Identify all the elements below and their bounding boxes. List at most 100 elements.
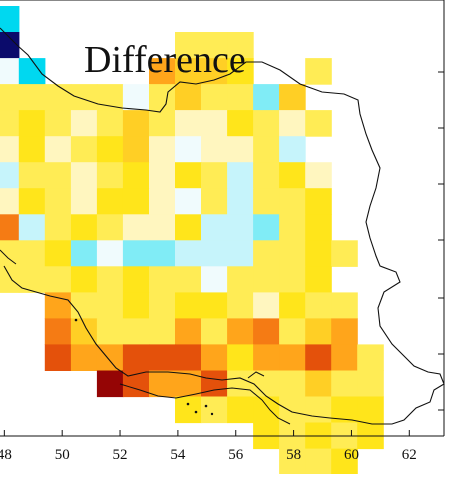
grid-cell <box>122 292 150 319</box>
grid-cell <box>357 396 384 424</box>
grid-cell <box>201 396 228 424</box>
grid-cell <box>18 58 46 85</box>
grid-cell <box>44 214 72 241</box>
grid-cell <box>122 214 150 241</box>
grid-cell <box>96 188 124 215</box>
grid-cell <box>175 240 202 267</box>
grid-cell <box>175 344 202 371</box>
x-tick-label: 58 <box>286 447 301 463</box>
x-tick-label: 54 <box>170 447 186 463</box>
x-tick-label: 52 <box>113 447 128 463</box>
grid-cell <box>44 188 72 215</box>
grid-cell <box>279 292 306 319</box>
grid-cell <box>0 240 20 267</box>
grid-cell <box>253 396 280 424</box>
grid-cell <box>18 266 46 293</box>
grid-cell <box>122 136 150 163</box>
grid-cell <box>279 136 306 163</box>
grid-cell <box>253 110 280 137</box>
grid-cell <box>305 370 332 398</box>
grid-cell <box>279 448 306 476</box>
grid-cell <box>0 188 20 215</box>
right-axis-ticks <box>438 71 444 411</box>
grid-cell <box>305 188 332 215</box>
grid-cell <box>0 58 20 85</box>
grid-cell <box>70 84 98 111</box>
x-axis-ticks: 48 50 52 54 56 58 60 62 <box>0 430 417 463</box>
grid-cell <box>70 214 98 241</box>
coastline-detail <box>0 249 291 425</box>
grid-cell <box>96 344 124 371</box>
grid-cell <box>70 162 98 189</box>
grid-cell <box>0 110 20 137</box>
grid-cell <box>227 240 254 267</box>
grid-cell <box>149 162 176 189</box>
grid-cell <box>96 136 124 163</box>
grid-cell <box>201 136 228 163</box>
grid-cell <box>201 162 228 189</box>
grid-cell <box>201 110 228 137</box>
grid-cell <box>44 292 72 319</box>
map-frame-axes <box>0 0 445 437</box>
grid-cell <box>96 370 124 398</box>
grid-cell <box>253 136 280 163</box>
grid-cell <box>18 84 46 111</box>
grid-cell <box>175 396 202 424</box>
grid-cell <box>0 162 20 189</box>
grid-cell <box>175 162 202 189</box>
grid-cell <box>227 32 254 59</box>
grid-cell <box>175 214 202 241</box>
grid-cell <box>175 370 202 398</box>
grid-cell <box>0 84 20 111</box>
grid-cell <box>201 84 228 111</box>
grid-cell <box>44 344 72 371</box>
grid-cell <box>122 188 150 215</box>
grid-cell <box>305 162 332 189</box>
grid-cell <box>70 136 98 163</box>
grid-cell <box>279 396 306 424</box>
grid-cell <box>96 110 124 137</box>
grid-cell <box>305 58 332 85</box>
map-title: Difference <box>84 39 246 81</box>
grid-cell <box>227 136 254 163</box>
grid-cell <box>331 448 358 476</box>
grid-cell <box>149 188 176 215</box>
grid-cell <box>279 240 306 267</box>
grid-cell <box>305 448 332 476</box>
grid-cell <box>175 32 202 59</box>
grid-cell <box>253 370 280 398</box>
grid-cell <box>70 188 98 215</box>
grid-cell <box>227 110 254 137</box>
grid-cell <box>201 188 228 215</box>
grid-cell <box>305 318 332 345</box>
x-tick-label: 60 <box>344 447 359 463</box>
grid-cell <box>149 110 176 137</box>
grid-cell <box>201 266 228 293</box>
grid-cell <box>96 214 124 241</box>
grid-cell <box>149 84 176 111</box>
grid-cell <box>0 32 20 59</box>
grid-cell <box>227 214 254 241</box>
grid-cell <box>253 292 280 319</box>
grid-cell <box>70 240 98 267</box>
grid-cell <box>279 318 306 345</box>
grid-cell <box>122 240 150 267</box>
grid-cell <box>201 240 228 267</box>
grid-cell <box>18 110 46 137</box>
grid-cell <box>279 162 306 189</box>
grid-cell <box>44 240 72 267</box>
grid-cell <box>149 344 176 371</box>
grid-cell <box>201 318 228 345</box>
grid-cell <box>96 318 124 345</box>
grid-cell <box>149 266 176 293</box>
grid-cell <box>253 84 280 111</box>
grid-cell <box>279 266 306 293</box>
grid-cell <box>357 344 384 371</box>
grid-cell <box>70 292 98 319</box>
grid-cell <box>149 136 176 163</box>
grid-cell <box>253 318 280 345</box>
grid-cell <box>201 214 228 241</box>
country-border-layer <box>0 27 445 425</box>
grid-cell <box>122 162 150 189</box>
x-tick-label: 56 <box>228 447 244 463</box>
